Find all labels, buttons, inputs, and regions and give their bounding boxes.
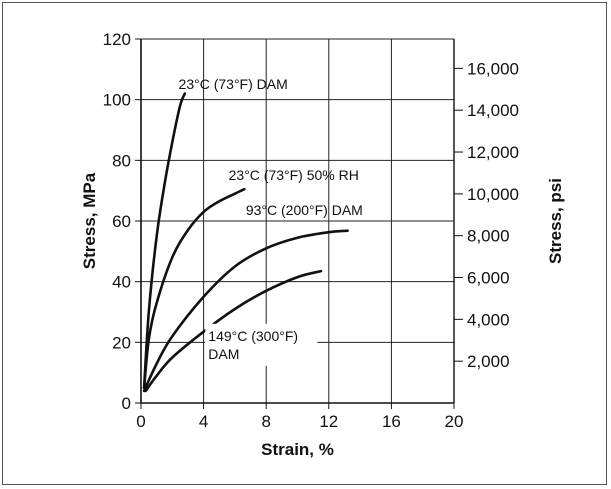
figure-frame: 0 4 8 12 16 20 0 20 40 60 80 100 120 2,000 4,000 6,000 8… [2,2,607,485]
series-line-2 [142,187,246,390]
curve-label: 23°C (73°F) DAM [179,76,288,92]
curve-label: 93°C (200°F) DAM [246,202,363,218]
y-tick-label: 80 [112,151,131,170]
x-tick-label: 4 [199,412,208,431]
annotation-bg [205,323,318,366]
y-axis-label: Stress, MPa [80,172,99,269]
y-tick-label: 20 [112,333,131,352]
x-tick-label: 8 [261,412,270,431]
curve-label-line2: DAM [208,346,239,362]
x-tick-label: 12 [319,412,338,431]
y2-tick-label: 14,000 [467,101,519,120]
y2-tick-label: 10,000 [467,185,519,204]
y2-tick-label: 16,000 [467,59,519,78]
series-line-4 [144,269,323,393]
y-tick-label: 0 [122,394,131,413]
curve-label: 149°C (300°F) [208,328,298,344]
x-tick-label: 16 [382,412,401,431]
y2-tick-label: 8,000 [467,227,510,246]
y-tick-label: 40 [112,273,131,292]
stress-strain-chart: 0 4 8 12 16 20 0 20 40 60 80 100 120 2,000 4,000 6,000 8… [80,30,565,459]
y2-tick-label: 6,000 [467,269,510,288]
y2-tick-label: 12,000 [467,143,519,162]
series-line-3 [142,229,349,393]
curve-label: 23°C (73°F) 50% RH [229,167,359,183]
y-tick-label: 120 [103,30,131,49]
y-tick-label: 100 [103,91,131,110]
y2-tick-label: 2,000 [467,352,510,371]
y2-tick-label: 4,000 [467,310,510,329]
x-axis-label: Strain, % [261,440,334,459]
x-tick-label: 20 [445,412,464,431]
y-tick-label: 60 [112,212,131,231]
series-line-1 [142,92,187,390]
y2-axis-label: Stress, psi [546,178,565,264]
x-tick-label: 0 [136,412,145,431]
